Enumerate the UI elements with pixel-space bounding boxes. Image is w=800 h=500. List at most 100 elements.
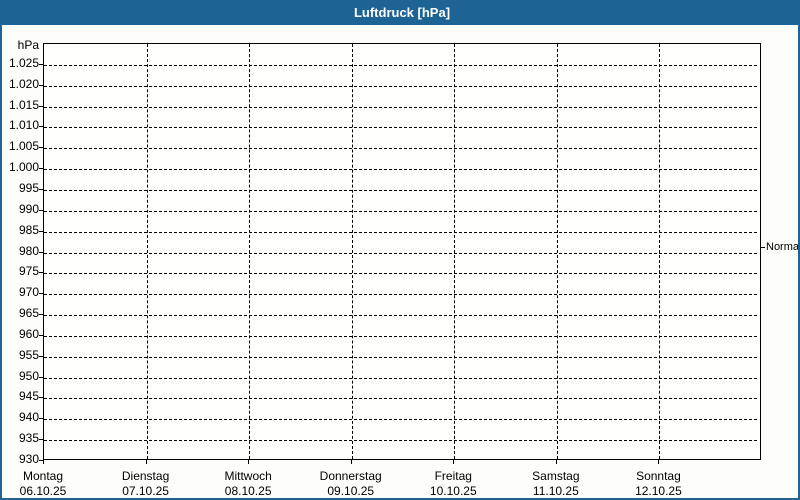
y-axis-tick-label: 970 [18, 285, 39, 300]
y-tick-mark [39, 209, 43, 211]
v-gridline [249, 44, 251, 459]
y-tick-mark [39, 251, 43, 253]
h-gridline [44, 85, 757, 87]
x-axis-day-label: Freitag 10.10.25 [402, 469, 504, 498]
h-gridline [44, 315, 757, 317]
x-axis-day-label: Mittwoch 08.10.25 [197, 469, 299, 498]
x-tick-mark [453, 460, 455, 464]
y-axis-tick-label: 950 [18, 368, 39, 383]
y-axis-tick-label: 965 [18, 306, 39, 321]
y-tick-mark [39, 230, 43, 232]
y-tick-mark [39, 147, 43, 149]
h-gridline [44, 335, 757, 337]
x-tick-mark [248, 460, 250, 464]
day-name-label: Mittwoch [224, 469, 272, 483]
h-gridline [44, 356, 757, 358]
h-gridline [44, 294, 757, 296]
y-axis-tick-label: 1.005 [8, 139, 39, 154]
y-tick-mark [39, 126, 43, 128]
day-date-label: 07.10.25 [122, 484, 169, 498]
y-tick-mark [39, 168, 43, 170]
y-axis-tick-label: 975 [18, 264, 39, 279]
y-axis-tick-label: 980 [18, 243, 39, 258]
x-axis-day-label: Sonntag 12.10.25 [607, 469, 709, 498]
day-date-label: 10.10.25 [429, 484, 477, 498]
v-gridline [556, 44, 558, 459]
day-date-label: 06.10.25 [19, 484, 67, 498]
y-tick-mark [39, 293, 43, 295]
h-gridline [44, 210, 757, 212]
x-tick-mark [43, 460, 44, 464]
h-gridline [44, 106, 757, 108]
y-axis-tick-label: 945 [18, 389, 39, 404]
y-axis-tick-label: 940 [18, 410, 39, 425]
x-tick-mark [555, 460, 557, 464]
y-axis-tick-label: 960 [18, 326, 39, 341]
y-tick-mark [39, 355, 43, 357]
day-name-label: Donnerstag [319, 469, 382, 483]
y-axis-tick-label: 1.000 [8, 160, 39, 175]
y-tick-mark [39, 376, 43, 378]
day-name-label: Freitag [434, 469, 472, 483]
v-gridline [351, 44, 353, 459]
h-gridline [44, 419, 757, 421]
y-axis-tick-label: 1.020 [8, 76, 39, 91]
y-axis-tick-label: 995 [18, 180, 39, 195]
h-gridline [44, 127, 757, 129]
chart-title: Luftdruck [hPa] [353, 5, 451, 20]
x-axis-day-label: Samstag 11.10.25 [505, 469, 607, 498]
x-tick-mark [658, 460, 660, 464]
y-tick-mark [39, 63, 43, 65]
y-tick-mark [39, 334, 43, 336]
y-axis-tick-label: 1.015 [8, 97, 39, 112]
h-gridline [44, 377, 757, 379]
v-gridline [659, 44, 661, 459]
y-tick-mark [39, 84, 43, 86]
y-axis-tick-label: 1.010 [8, 118, 39, 133]
y-axis-tick-label: 1.025 [8, 55, 39, 70]
x-tick-mark [350, 460, 352, 464]
x-axis-day-label: Donnerstag 09.10.25 [300, 469, 402, 498]
day-date-label: 08.10.25 [224, 484, 272, 498]
plot-area [43, 43, 761, 460]
h-gridline [44, 252, 757, 254]
day-name-label: Sonntag [636, 469, 681, 483]
x-axis-day-label: Montag 06.10.25 [2, 469, 94, 498]
v-gridline [146, 44, 148, 459]
y-axis-tick-label: 990 [18, 201, 39, 216]
h-gridline [44, 440, 757, 442]
x-axis-day-label: Dienstag 07.10.25 [95, 469, 197, 498]
day-name-label: Montag [22, 469, 64, 483]
y-axis-tick-label: 930 [18, 452, 39, 466]
h-gridline [44, 148, 757, 150]
h-gridline [44, 231, 757, 233]
y-tick-mark [39, 188, 43, 190]
h-gridline [44, 169, 757, 171]
y-tick-mark [39, 439, 43, 441]
y-tick-mark [39, 418, 43, 420]
normal-tick-mark [761, 247, 765, 249]
y-axis-tick-label: 985 [18, 222, 39, 237]
y-tick-mark [39, 272, 43, 274]
y-tick-mark [39, 314, 43, 316]
x-tick-mark [145, 460, 147, 464]
y-axis-unit-label: hPa [17, 38, 39, 52]
h-gridline [44, 398, 757, 400]
h-gridline [44, 273, 757, 275]
day-name-label: Dienstag [121, 469, 170, 483]
v-gridline [454, 44, 456, 459]
chart-title-bar: Luftdruck [hPa] [2, 2, 798, 25]
y-axis-tick-label: 935 [18, 431, 39, 446]
day-date-label: 09.10.25 [327, 484, 375, 498]
day-date-label: 12.10.25 [635, 484, 682, 498]
day-name-label: Samstag [532, 469, 580, 483]
normal-pressure-label: Normal [766, 241, 800, 254]
y-tick-mark [39, 397, 43, 399]
h-gridline [44, 64, 757, 66]
y-tick-mark [39, 105, 43, 107]
day-date-label: 11.10.25 [532, 484, 579, 498]
y-axis-tick-label: 955 [18, 347, 39, 362]
y-tick-mark [39, 460, 43, 461]
h-gridline [44, 189, 757, 191]
